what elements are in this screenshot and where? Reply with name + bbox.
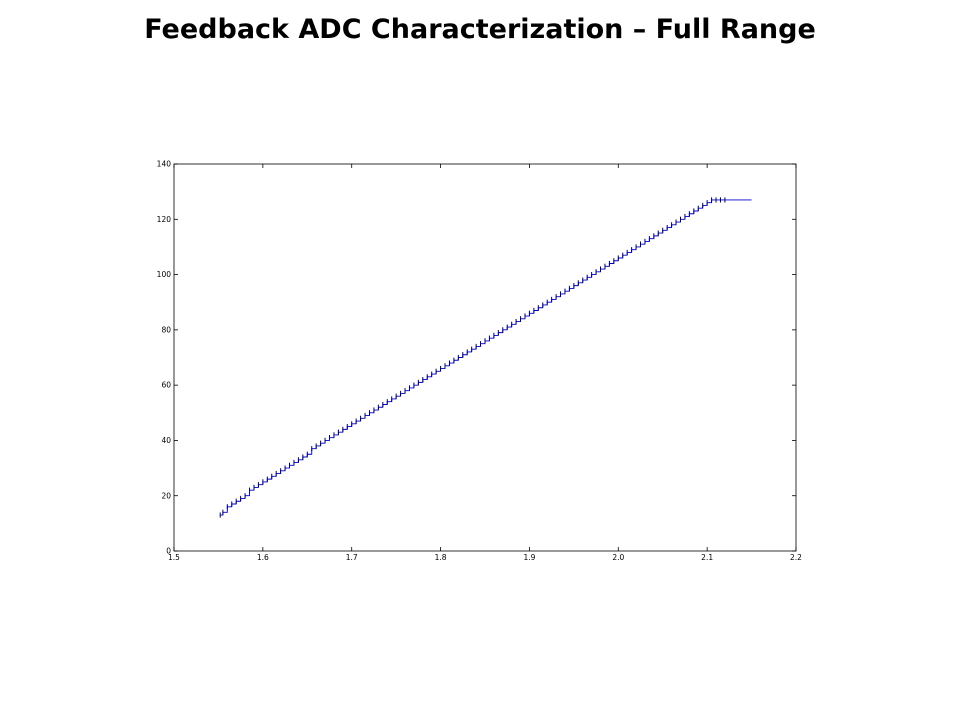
y-tick-label: 0 [166,547,171,556]
plot-layer [219,197,752,518]
y-tick-label: 120 [157,215,172,224]
plot-frame [173,163,797,552]
x-tick-label: 2.0 [612,553,624,562]
x-tick-label: 1.7 [346,553,358,562]
y-tick-label: 100 [157,270,172,279]
y-tick-label: 80 [161,325,171,334]
axis-ticks [173,163,797,552]
series-line [220,199,752,516]
x-tick-label: 1.6 [257,553,269,562]
tick-labels: 1.5 1.6 1.7 1.8 1.9 2.0 2.1 2.2 0 20 40 60 80 100 120 1… [157,160,803,562]
x-tick-label: 2.1 [701,553,713,562]
x-tick-label: 2.2 [790,553,802,562]
y-tick-label: 20 [161,491,171,500]
x-tick-label: 1.5 [168,553,180,562]
x-tick-label: 1.9 [523,553,535,562]
y-tick-label: 140 [157,160,172,169]
slide-title: Feedback ADC Characterization – Full Ran… [144,14,816,45]
y-tick-label: 40 [161,436,171,445]
x-tick-label: 1.8 [435,553,447,562]
y-tick-label: 60 [161,381,171,390]
